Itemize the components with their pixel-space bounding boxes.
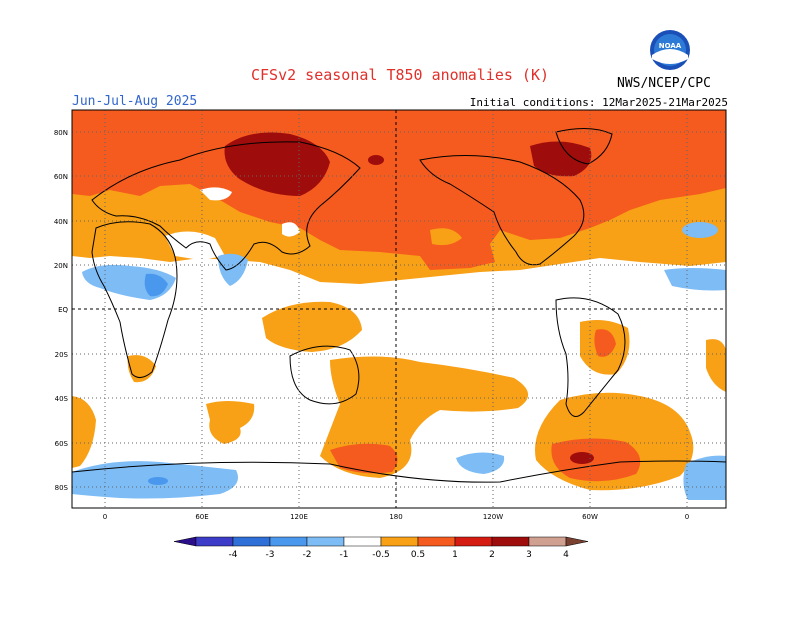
lon-label: 0 [685, 513, 689, 521]
colorbar-segment [380, 536, 419, 547]
lat-label: 60S [55, 440, 69, 448]
cool-mid-antarctic [148, 477, 168, 485]
warm-weak-west [72, 396, 96, 468]
colorbar-segment [417, 536, 456, 547]
coast-antarctica [72, 460, 726, 483]
warm-mid-south-america [594, 329, 616, 357]
warm-mid-south-atlantic [551, 438, 641, 482]
colorbar-segment [454, 536, 493, 547]
lat-label: 60N [54, 173, 68, 181]
lat-label: 40N [54, 218, 68, 226]
colorbar-tick-label: -1 [340, 550, 349, 560]
lat-label: 20S [55, 351, 69, 359]
lat-label: 80N [54, 129, 68, 137]
lat-label: 20N [54, 262, 68, 270]
warm-weak-africa-south [127, 355, 156, 383]
coast-europe-asia [91, 141, 361, 271]
warm-weak-east [706, 339, 726, 392]
colorbar-segment [269, 536, 308, 547]
cool-weak-atlantic [664, 268, 726, 291]
colorbar: -4 -3 -2 -1 -0.5 0.5 1 2 3 4 [173, 536, 589, 560]
coast-australia [289, 345, 360, 405]
colorbar-tick-label: 1 [452, 550, 458, 560]
initial-conditions-label: Initial conditions: 12Mar2025-21Mar2025 [469, 96, 728, 109]
lon-label: 60W [582, 513, 598, 521]
agency-label: NWS/NCEP/CPC [617, 76, 711, 91]
lon-label: 120W [483, 513, 503, 521]
coast-greenland [555, 128, 613, 165]
map-title: CFSv2 seasonal T850 anomalies (K) [250, 66, 549, 84]
lon-label: 180 [389, 513, 402, 521]
cool-mid-africa [144, 273, 168, 297]
lon-label: 120E [290, 513, 308, 521]
coast-africa [91, 221, 178, 378]
warm-weak-maritime [262, 301, 362, 352]
gridlines [72, 110, 726, 508]
coast-south-america [555, 297, 626, 417]
colorbar-arrow-right [565, 536, 589, 547]
warm-strong-south [570, 452, 594, 464]
colorbar-tick-label: -4 [229, 550, 238, 560]
season-label: Jun-Jul-Aug 2025 [72, 94, 198, 109]
lon-label: 60E [195, 513, 208, 521]
cool-weak-pacific-small [682, 222, 718, 238]
neutral-hole-india [165, 231, 225, 260]
colorbar-tick-label: -0.5 [372, 550, 390, 560]
warm-strong-spot [368, 155, 384, 165]
noaa-logo-text: NOAA [659, 42, 682, 50]
colorbar-segment [528, 536, 567, 547]
warm-mid-south-pacific [330, 443, 398, 474]
lon-axis: 0 60E 120E 180 120W 60W 0 [103, 513, 689, 521]
cool-weak-antarctic-mid [456, 452, 505, 474]
neutral-hole-atlantic [430, 228, 462, 246]
warm-weak-south-indian [206, 401, 255, 444]
colorbar-tick-label: -3 [266, 550, 275, 560]
map-frame [71, 109, 727, 509]
lat-label: 40S [55, 395, 69, 403]
colorbar-tick-label: 4 [563, 550, 569, 560]
colorbar-segment [491, 536, 530, 547]
colorbar-segment [232, 536, 271, 547]
lon-label: 0 [103, 513, 107, 521]
colorbar-tick-label: -2 [303, 550, 312, 560]
coastlines [72, 128, 726, 483]
warm-strong-arctic [530, 141, 592, 177]
neutral-hole-asia [200, 187, 232, 201]
colorbar-tick-label: 3 [526, 550, 532, 560]
colorbar-tick-label: 2 [489, 550, 495, 560]
colorbar-tick-label: 0.5 [411, 550, 425, 560]
coast-north-america [419, 154, 585, 266]
noaa-logo: NOAA [649, 29, 691, 71]
lat-axis: 80N 60N 40N 20N EQ 20S 40S 60S 80S [54, 129, 69, 492]
colorbar-segment [195, 536, 234, 547]
lat-label: 80S [55, 484, 69, 492]
neutral-hole-tibet [282, 222, 300, 237]
warm-strong-siberia [224, 132, 330, 196]
cool-weak-antarctic-east [683, 455, 726, 500]
colorbar-arrow-left [173, 536, 197, 547]
colorbar-segment [306, 536, 345, 547]
colorbar-segment [343, 536, 382, 547]
lat-label: EQ [58, 306, 68, 314]
